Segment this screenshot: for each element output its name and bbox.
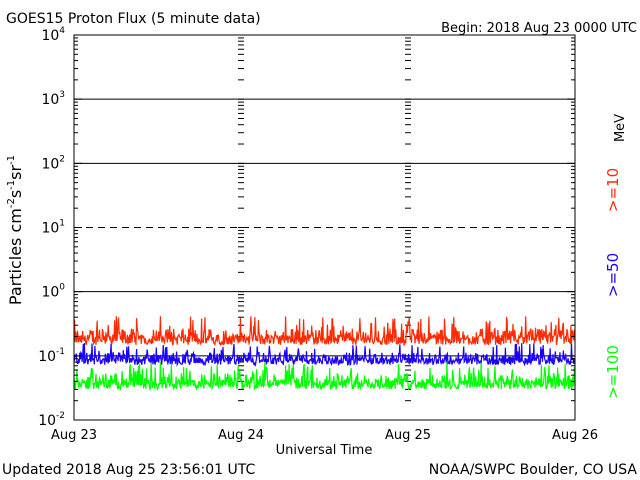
x-tick-label: Aug 23 — [51, 428, 97, 443]
x-tick-label: Aug 25 — [385, 428, 431, 443]
gridlines — [74, 37, 575, 421]
legend-unit-label: MeV — [613, 114, 628, 142]
source-label: NOAA/SWPC Boulder, CO USA — [429, 462, 638, 478]
series-line-100 — [73, 362, 576, 392]
y-tick-label: 10-2 — [38, 411, 65, 429]
plot-frame — [73, 34, 576, 421]
y-tick-label: 10-1 — [38, 347, 65, 365]
y-tick-label: 100 — [41, 283, 65, 301]
y-tick-label: 104 — [41, 26, 65, 44]
legend: >=10 >=50 >=100 MeV — [604, 114, 628, 399]
y-tick-label: 103 — [41, 90, 65, 108]
y-tick-label: 102 — [41, 154, 65, 172]
data-series — [73, 316, 576, 392]
begin-label: Begin: 2018 Aug 23 0000 UTC — [441, 21, 637, 36]
series-line-10 — [73, 316, 576, 347]
series-line-50 — [73, 342, 576, 368]
legend-label: >=50 — [604, 253, 622, 297]
chart-title: GOES15 Proton Flux (5 minute data) — [6, 11, 261, 27]
x-tick-label: Aug 26 — [552, 428, 598, 443]
y-axis-title: Particles cm-2s-1sr-1 — [6, 155, 25, 305]
y-tick-label: 101 — [41, 219, 65, 237]
x-axis-title: Universal Time — [276, 443, 373, 458]
legend-label: >=100 — [604, 345, 622, 399]
legend-label: >=10 — [604, 168, 622, 212]
updated-label: Updated 2018 Aug 25 23:56:01 UTC — [2, 462, 255, 478]
x-tick-label: Aug 24 — [218, 428, 264, 443]
